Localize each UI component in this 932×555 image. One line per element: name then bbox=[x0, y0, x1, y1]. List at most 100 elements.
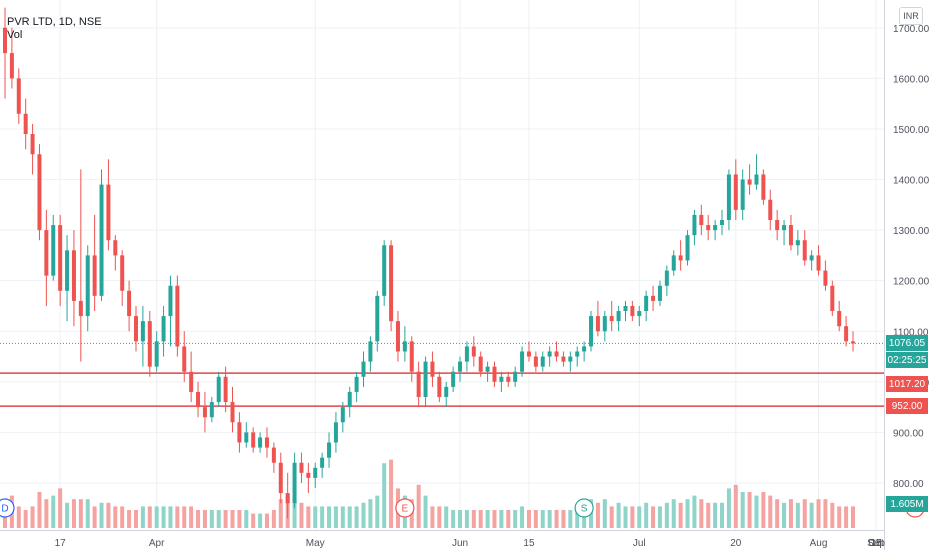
candle-body[interactable] bbox=[575, 351, 580, 357]
candle-body[interactable] bbox=[395, 321, 400, 352]
candle-body[interactable] bbox=[733, 174, 738, 210]
candle-body[interactable] bbox=[230, 402, 235, 423]
currency-button[interactable]: INR bbox=[899, 7, 923, 25]
candle-body[interactable] bbox=[244, 432, 249, 443]
candle-body[interactable] bbox=[327, 442, 332, 458]
candle-body[interactable] bbox=[168, 285, 173, 317]
candle-body[interactable] bbox=[354, 376, 359, 392]
candle-body[interactable] bbox=[78, 300, 83, 317]
candle-body[interactable] bbox=[209, 402, 214, 418]
candle-body[interactable] bbox=[361, 361, 366, 377]
candle-body[interactable] bbox=[23, 113, 28, 135]
candle-body[interactable] bbox=[237, 422, 242, 443]
candle-body[interactable] bbox=[540, 356, 545, 367]
candle-body[interactable] bbox=[568, 356, 573, 362]
candle-body[interactable] bbox=[37, 154, 42, 231]
event-marker-s[interactable] bbox=[574, 498, 594, 518]
candle-body[interactable] bbox=[347, 391, 352, 408]
candle-body[interactable] bbox=[189, 371, 194, 392]
candle-body[interactable] bbox=[340, 407, 345, 423]
candle-body[interactable] bbox=[333, 422, 338, 443]
candle-body[interactable] bbox=[154, 341, 159, 367]
candle-body[interactable] bbox=[616, 311, 621, 322]
candle-body[interactable] bbox=[595, 316, 600, 332]
candle-body[interactable] bbox=[306, 472, 311, 478]
candle-body[interactable] bbox=[657, 285, 662, 301]
candle-body[interactable] bbox=[216, 376, 221, 403]
candle-body[interactable] bbox=[582, 346, 587, 352]
candle-body[interactable] bbox=[809, 255, 814, 261]
candle-body[interactable] bbox=[485, 366, 490, 372]
candle-body[interactable] bbox=[416, 371, 421, 397]
candle-body[interactable] bbox=[85, 255, 90, 317]
candle-body[interactable] bbox=[816, 255, 821, 271]
candle-body[interactable] bbox=[623, 305, 628, 312]
candle-body[interactable] bbox=[65, 250, 70, 291]
candle-body[interactable] bbox=[320, 457, 325, 468]
candle-body[interactable] bbox=[609, 316, 614, 322]
candle-body[interactable] bbox=[258, 437, 263, 448]
candle-body[interactable] bbox=[740, 179, 745, 210]
candle-body[interactable] bbox=[9, 53, 14, 79]
candle-body[interactable] bbox=[133, 316, 138, 342]
candle-body[interactable] bbox=[782, 225, 787, 231]
candle-body[interactable] bbox=[823, 270, 828, 286]
candle-body[interactable] bbox=[492, 366, 497, 382]
candle-body[interactable] bbox=[451, 371, 456, 387]
candle-body[interactable] bbox=[140, 321, 145, 342]
candle-body[interactable] bbox=[506, 376, 511, 382]
candle-body[interactable] bbox=[602, 316, 607, 332]
candle-body[interactable] bbox=[844, 326, 849, 342]
candle-body[interactable] bbox=[444, 386, 449, 397]
candle-body[interactable] bbox=[382, 245, 387, 296]
candle-body[interactable] bbox=[499, 376, 504, 382]
candle-body[interactable] bbox=[768, 199, 773, 220]
candle-body[interactable] bbox=[409, 341, 414, 372]
candle-body[interactable] bbox=[423, 361, 428, 397]
candle-body[interactable] bbox=[651, 295, 656, 301]
candle-body[interactable] bbox=[533, 356, 538, 367]
candle-body[interactable] bbox=[630, 305, 635, 317]
candle-body[interactable] bbox=[837, 311, 842, 327]
candle-body[interactable] bbox=[389, 245, 394, 322]
candle-body[interactable] bbox=[202, 407, 207, 418]
candle-body[interactable] bbox=[561, 356, 566, 362]
candle-body[interactable] bbox=[127, 290, 132, 317]
event-marker-e[interactable] bbox=[395, 498, 415, 518]
candle-body[interactable] bbox=[547, 351, 552, 357]
candle-body[interactable] bbox=[802, 240, 807, 261]
candle-body[interactable] bbox=[520, 351, 525, 372]
candle-body[interactable] bbox=[795, 240, 800, 246]
candle-body[interactable] bbox=[113, 240, 118, 256]
candle-body[interactable] bbox=[458, 361, 463, 372]
candle-body[interactable] bbox=[71, 250, 76, 301]
candle-body[interactable] bbox=[761, 174, 766, 200]
candle-body[interactable] bbox=[699, 214, 704, 226]
candle-body[interactable] bbox=[99, 184, 104, 296]
candle-body[interactable] bbox=[788, 225, 793, 246]
candle-body[interactable] bbox=[775, 219, 780, 231]
candle-body[interactable] bbox=[51, 225, 56, 276]
candle-body[interactable] bbox=[196, 391, 201, 408]
candle-body[interactable] bbox=[726, 174, 731, 220]
candle-body[interactable] bbox=[182, 346, 187, 372]
candle-body[interactable] bbox=[589, 316, 594, 347]
candle-body[interactable] bbox=[313, 467, 318, 478]
candle-body[interactable] bbox=[161, 316, 166, 342]
candle-body[interactable] bbox=[16, 78, 21, 114]
candle-body[interactable] bbox=[513, 371, 518, 382]
candle-body[interactable] bbox=[251, 432, 256, 448]
candle-body[interactable] bbox=[706, 225, 711, 231]
candle-body[interactable] bbox=[644, 295, 649, 312]
candle-body[interactable] bbox=[44, 230, 49, 276]
candle-body[interactable] bbox=[120, 255, 125, 291]
candle-body[interactable] bbox=[106, 184, 111, 241]
candle-body[interactable] bbox=[92, 255, 97, 296]
candle-body[interactable] bbox=[285, 493, 290, 504]
candle-body[interactable] bbox=[830, 285, 835, 312]
candle-body[interactable] bbox=[554, 351, 559, 357]
candle-body[interactable] bbox=[692, 214, 697, 236]
candle-body[interactable] bbox=[402, 341, 407, 352]
candle-body[interactable] bbox=[671, 255, 676, 271]
